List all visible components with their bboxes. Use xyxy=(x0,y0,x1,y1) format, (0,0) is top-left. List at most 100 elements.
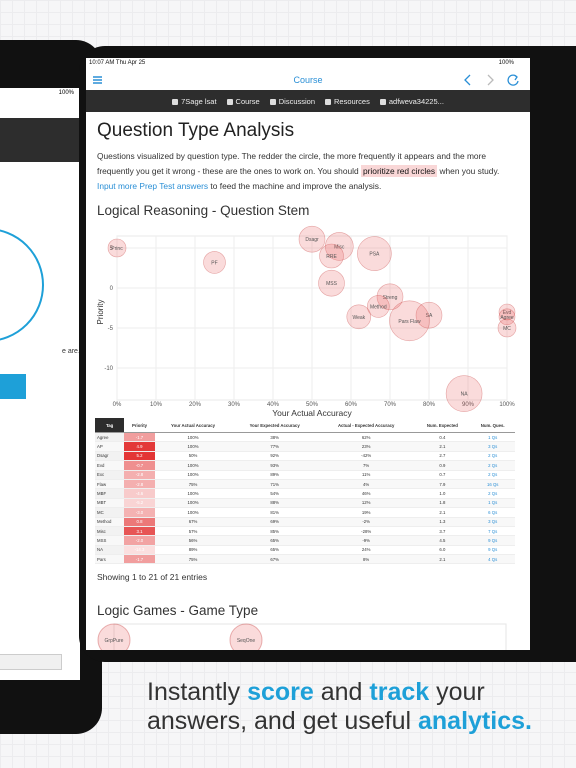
table-cell: -14.3 xyxy=(124,545,155,556)
table-cell: 9 Qs xyxy=(470,535,515,546)
table-row: Evd -0.7 100% 93% 7% 0.9 2 Qs xyxy=(95,460,515,471)
menu-icon xyxy=(269,98,276,105)
table-cell: 3 Qs xyxy=(470,517,515,527)
intro: Questions visualized by question type. T… xyxy=(97,149,517,194)
bubble xyxy=(357,236,392,271)
status-time: 10:07 AM Thu Apr 25 xyxy=(89,60,146,66)
column-header: Num. Expected xyxy=(414,418,471,433)
menu-button[interactable] xyxy=(92,74,104,86)
bubble-label: Weak xyxy=(352,315,365,321)
tag-cell: MSS xyxy=(95,535,125,546)
table-cell: 56% xyxy=(154,535,232,546)
bubble-label: NA xyxy=(461,392,469,398)
table-row: MSS -2.0 56% 65% -9% 4.5 9 Qs xyxy=(95,535,515,546)
left-battery: 100% xyxy=(58,90,74,96)
tagline-accent: analytics. xyxy=(418,707,532,735)
bubble-label: Dsagr xyxy=(305,237,319,243)
x-tick-label: 30% xyxy=(228,402,241,408)
table-cell: 0.7 xyxy=(414,470,471,480)
table-cell: 7 Qs xyxy=(470,526,515,537)
bubble xyxy=(107,238,127,258)
table-cell: 77% xyxy=(231,441,318,452)
nav-controls[interactable] xyxy=(462,73,522,87)
y-tick-label: 5 xyxy=(110,246,114,252)
table-cell: 75% xyxy=(154,479,232,490)
bubble-label: Princ xyxy=(111,246,123,252)
menu-item[interactable]: Course xyxy=(226,96,260,106)
intro-text: Questions visualized by question type. T… xyxy=(97,151,487,176)
table-cell: 2.7 xyxy=(414,451,471,462)
tagline-text: and xyxy=(313,678,370,706)
table-row: MC -3.0 100% 81% 19% 2.1 6 Qs xyxy=(95,507,515,518)
menu-icon xyxy=(226,98,233,105)
tag-cell: NA xyxy=(95,545,125,556)
y-tick-label: 0 xyxy=(110,286,114,292)
table-cell: -2.8 xyxy=(124,479,155,490)
table-cell: 8% xyxy=(317,554,415,565)
table-cell: 6 Qs xyxy=(470,507,515,518)
table-cell: 5.2 xyxy=(124,451,155,462)
menu-item[interactable]: Discussion xyxy=(269,97,315,106)
table-cell: 2 Qs xyxy=(470,451,515,462)
menu-icon xyxy=(379,98,386,105)
intro-text: to feed the machine and improve the anal… xyxy=(208,181,382,191)
tag-cell: Misc xyxy=(95,526,125,537)
menu-item[interactable]: adfweva34225... xyxy=(379,97,444,106)
table-cell: 88% xyxy=(231,498,318,509)
table-cell: 1.3 xyxy=(414,517,471,527)
table-cell: -42% xyxy=(317,451,415,462)
bubble xyxy=(319,243,344,269)
table-row: Misc 3.1 57% 85% -28% 3.7 7 Qs xyxy=(95,526,515,537)
table-row: Agree -1.7 100% 38% 62% 0.4 1 Qs xyxy=(95,432,515,443)
table-row: AP 4.9 100% 77% 23% 2.1 3 Qs xyxy=(95,441,515,452)
menu-label: Course xyxy=(235,96,260,106)
x-tick-label: 0% xyxy=(113,402,122,408)
x-tick-label: 60% xyxy=(345,402,358,408)
table-cell: 23% xyxy=(317,441,415,452)
status-bar: 10:07 AM Thu Apr 25 100% xyxy=(86,58,530,70)
bubble xyxy=(498,303,516,321)
left-footer xyxy=(0,654,62,670)
bubble xyxy=(346,304,372,330)
x-axis-label: Your Actual Accuracy xyxy=(272,408,352,418)
tagline-text: answers, and get useful xyxy=(147,707,418,735)
table-cell: 100% xyxy=(154,432,232,443)
bubble-label: PSA xyxy=(369,252,380,258)
x-tick-label: 80% xyxy=(423,402,436,408)
data-table: Tag Priority Your Actual Accuracy Your Expe… xyxy=(95,418,515,565)
table-cell: 81% xyxy=(231,507,318,518)
bubble-label: GrpPure xyxy=(105,638,124,644)
table-cell: 1.8 xyxy=(414,498,471,509)
left-button[interactable] xyxy=(0,374,26,399)
menu-item[interactable]: 7Sage lsat xyxy=(172,97,217,106)
table-cell: 2.1 xyxy=(414,554,471,565)
menu-item[interactable]: Resources xyxy=(325,97,370,106)
tag-cell: Flaw xyxy=(95,479,125,490)
table-cell: 24% xyxy=(317,545,415,556)
bubble-label: SA xyxy=(426,313,433,319)
table-cell: 100% xyxy=(154,498,232,509)
column-header: Your Actual Accuracy xyxy=(154,418,232,433)
table-cell: 67% xyxy=(231,554,318,565)
table-cell: 4.5 xyxy=(414,535,471,546)
table-row: MBF -4.6 100% 54% 46% 1.0 2 Qs xyxy=(95,488,515,499)
bubble-label: Agree xyxy=(500,315,514,321)
bubble xyxy=(325,232,354,261)
table-cell: 100% xyxy=(154,507,232,518)
table-cell: 9 Qs xyxy=(470,545,515,556)
game-chart: GrpPure SeqOne xyxy=(97,623,507,650)
bubble-label: Evd xyxy=(503,310,512,316)
bubble-chart: 0% 10% 20% 30% 40% 50% 60% 70% 80% 90% 100% 5 0 -5 -10… xyxy=(96,225,517,418)
bubble-label: MSS xyxy=(326,281,338,287)
section-title: Logic Games - Game Type xyxy=(97,603,259,618)
table-cell: -2% xyxy=(317,517,415,527)
intro-link[interactable]: Input more Prep Test answers xyxy=(97,181,209,191)
table-cell: 12% xyxy=(317,498,415,509)
table-cell: 100% xyxy=(154,460,232,471)
tagline-text: your xyxy=(429,678,485,706)
table-cell: 93% xyxy=(231,460,318,471)
page-title: Question Type Analysis xyxy=(97,120,295,141)
table-row: MBT -5.2 100% 88% 12% 1.8 1 Qs xyxy=(95,498,515,509)
table-cell: 11% xyxy=(317,470,415,480)
